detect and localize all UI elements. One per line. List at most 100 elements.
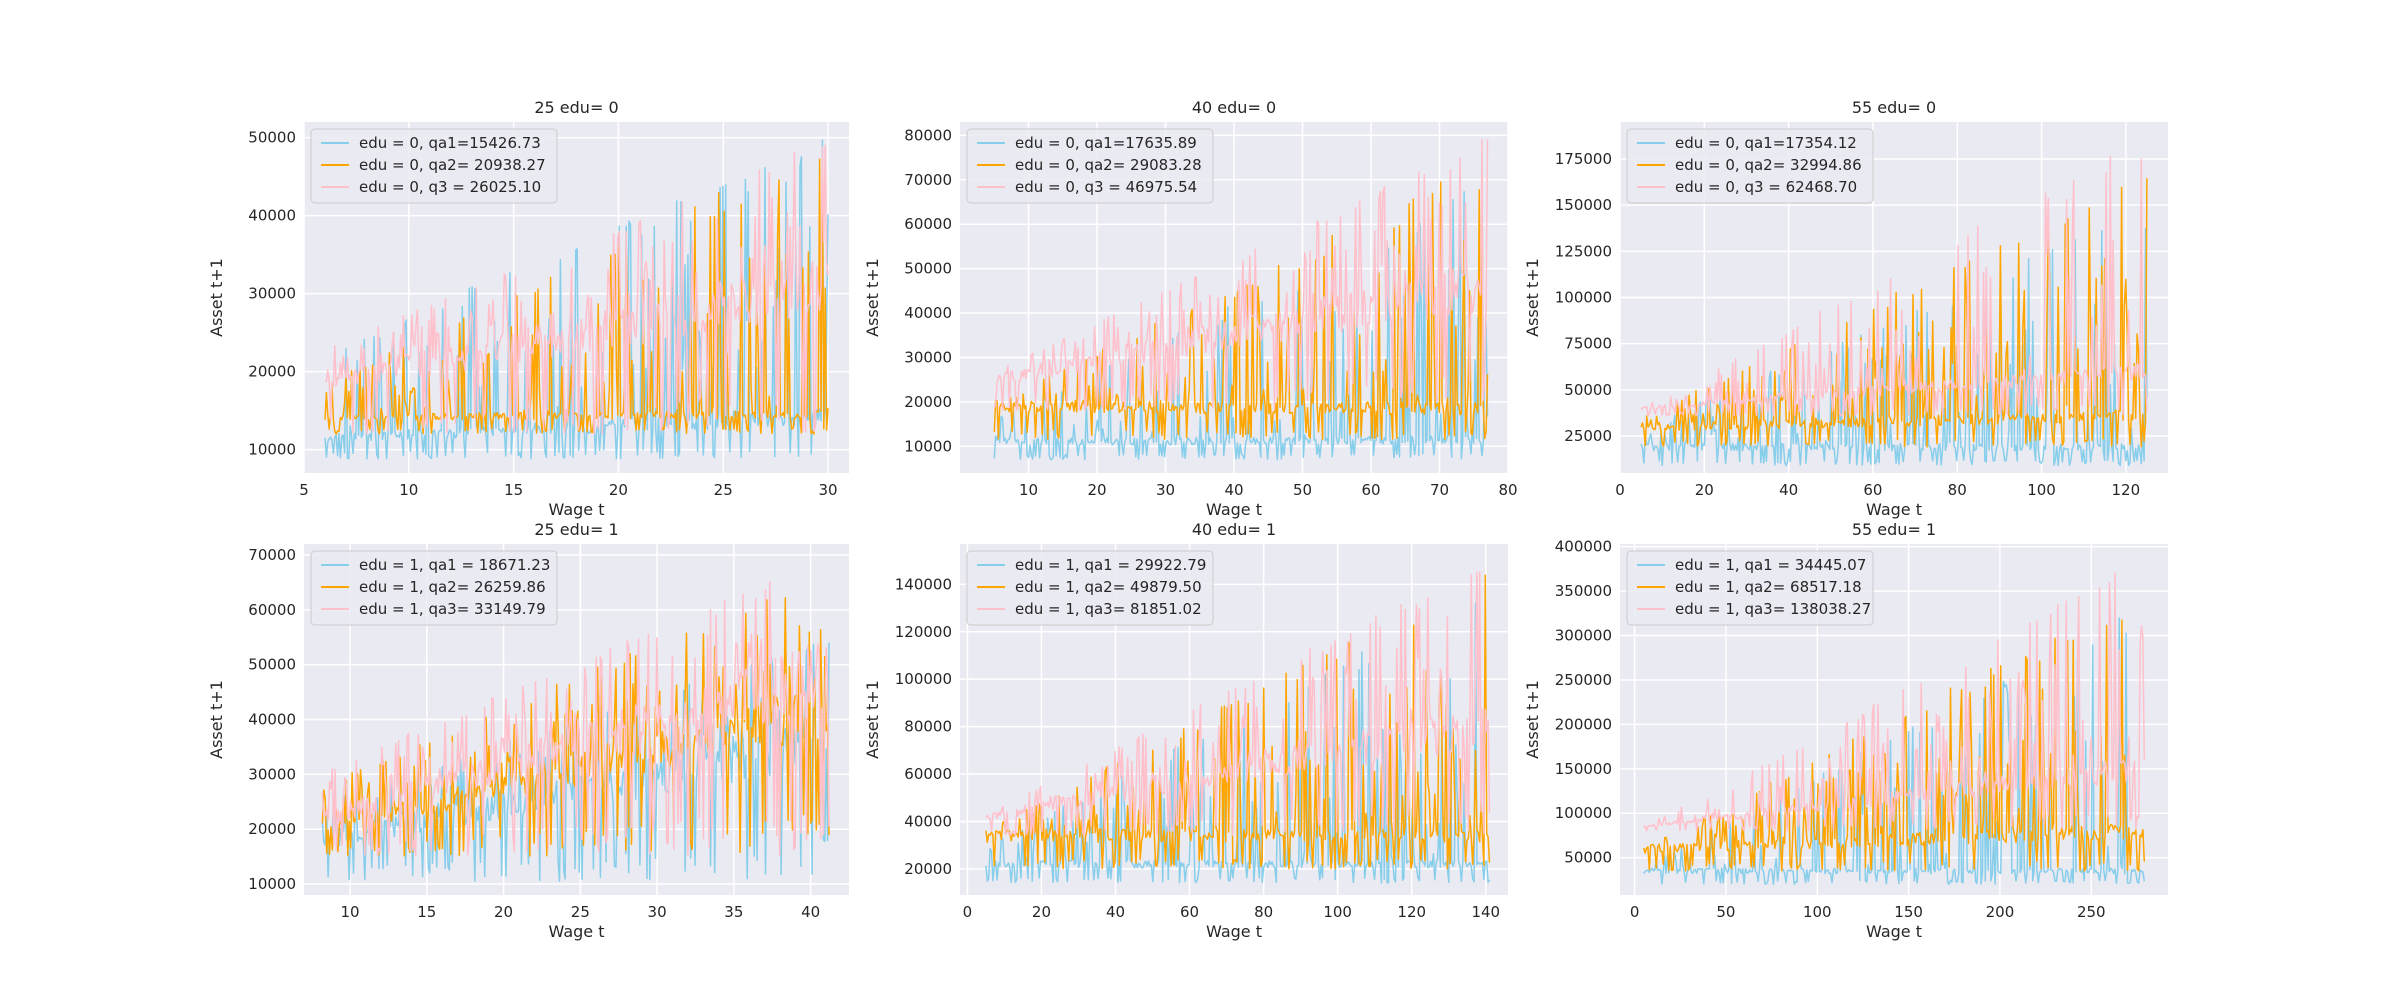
tick-labels: 10 15 20 25 30 35 40 10000 20000 30000 40000 50000 6…: [248, 546, 820, 921]
x-tick-label: 40: [1779, 481, 1798, 499]
legend-box: [966, 128, 1214, 204]
y-tick-label: 400000: [1555, 538, 1612, 556]
series-line-3: [321, 580, 830, 857]
tick-labels: 0 20 40 60 80 100 120 25000 50000 75000 100000 1250…: [1555, 150, 2140, 499]
subplot-5: 0 20 40 60 80 100 120 140 20000 40000 60000 80000 10…: [863, 520, 1508, 941]
x-tick-label: 80: [1254, 903, 1273, 921]
y-tick-label: 175000: [1555, 150, 1612, 168]
x-tick-label: 15: [504, 481, 523, 499]
x-tick-label: 40: [801, 903, 820, 921]
legend-box: [1626, 128, 1874, 204]
y-tick-label: 50000: [904, 260, 952, 278]
subplot-3: 0 20 40 60 80 100 120 25000 50000 75000 100000 1250…: [1523, 98, 2168, 519]
legend-label: edu = 0, qa2= 29083.28: [1015, 156, 1202, 174]
subplot-title: 55 edu= 1: [1852, 520, 1936, 539]
x-axis-label: Wage t: [1866, 500, 1922, 519]
series-line-2: [993, 170, 1489, 441]
y-tick-label: 50000: [1564, 381, 1612, 399]
legend-label: edu = 1, qa1 = 18671.23: [359, 556, 550, 574]
subplot-title: 25 edu= 1: [534, 520, 618, 539]
legend-label: edu = 1, qa3= 138038.27: [1675, 600, 1871, 618]
x-tick-label: 20: [494, 903, 513, 921]
x-tick-label: 35: [724, 903, 743, 921]
y-tick-label: 30000: [248, 285, 296, 303]
x-tick-label: 25: [714, 481, 733, 499]
x-tick-label: 0: [1615, 481, 1625, 499]
y-tick-label: 20000: [248, 363, 296, 381]
x-tick-label: 25: [571, 903, 590, 921]
legend-label: edu = 0, qa1=15426.73: [359, 134, 541, 152]
series-group: [1640, 155, 2148, 467]
y-tick-label: 200000: [1555, 715, 1612, 733]
subplot-6: 0 50 100 150 200 250 50000 100000 150000 200000 25…: [1523, 520, 2168, 941]
x-axis-label: Wage t: [549, 922, 605, 941]
y-tick-label: 30000: [248, 765, 296, 783]
y-tick-label: 50000: [248, 129, 296, 147]
y-tick-label: 80000: [904, 718, 952, 736]
y-tick-label: 10000: [248, 875, 296, 893]
series-line-3: [1640, 155, 2148, 417]
x-tick-label: 30: [1156, 481, 1175, 499]
x-tick-label: 60: [1863, 481, 1882, 499]
legend-label: edu = 0, q3 = 62468.70: [1675, 178, 1857, 196]
x-tick-label: 5: [299, 481, 309, 499]
x-tick-label: 100: [1323, 903, 1352, 921]
x-tick-label: 40: [1106, 903, 1125, 921]
legend: edu = 0, qa1=15426.73 edu = 0, qa2= 20938…: [310, 128, 558, 204]
series-group: [324, 139, 829, 460]
x-tick-label: 30: [648, 903, 667, 921]
y-tick-label: 250000: [1555, 671, 1612, 689]
legend-box: [1626, 550, 1874, 626]
x-tick-label: 100: [1803, 903, 1832, 921]
legend: edu = 1, qa1 = 29922.79 edu = 1, qa2= 498…: [966, 550, 1214, 626]
subplot-1: 5 10 15 20 25 30 10000 20000 30000 40000 50000 25 e…: [207, 98, 849, 519]
y-tick-label: 50000: [248, 656, 296, 674]
x-tick-label: 20: [1695, 481, 1714, 499]
x-tick-label: 100: [2027, 481, 2056, 499]
y-tick-label: 150000: [1555, 196, 1612, 214]
x-axis-label: Wage t: [1206, 922, 1262, 941]
y-axis-label: Asset t+1: [1523, 258, 1542, 337]
x-tick-label: 80: [1498, 481, 1517, 499]
y-tick-label: 140000: [895, 575, 952, 593]
subplot-title: 55 edu= 0: [1852, 98, 1936, 117]
series-group: [1642, 572, 2146, 885]
y-tick-label: 150000: [1555, 760, 1612, 778]
legend-label: edu = 0, qa1=17354.12: [1675, 134, 1857, 152]
legend: edu = 1, qa1 = 18671.23 edu = 1, qa2= 262…: [310, 550, 558, 626]
x-tick-label: 140: [1471, 903, 1500, 921]
series-line-3: [1643, 572, 2146, 832]
legend-label: edu = 1, qa3= 81851.02: [1015, 600, 1202, 618]
y-tick-label: 25000: [1564, 427, 1612, 445]
tick-labels: 10 20 30 40 50 60 70 80 10000 20000 30000 40000 5000…: [904, 126, 1517, 499]
legend-box: [310, 550, 558, 626]
legend-box: [310, 128, 558, 204]
legend-label: edu = 0, qa2= 32994.86: [1675, 156, 1862, 174]
legend-label: edu = 1, qa2= 49879.50: [1015, 578, 1202, 596]
legend-box: [966, 550, 1214, 626]
legend-label: edu = 0, q3 = 46975.54: [1015, 178, 1197, 196]
y-tick-label: 40000: [904, 812, 952, 830]
y-axis-label: Asset t+1: [207, 258, 226, 337]
y-tick-label: 30000: [904, 348, 952, 366]
x-tick-label: 250: [2077, 903, 2106, 921]
x-axis-label: Wage t: [549, 500, 605, 519]
x-tick-label: 60: [1361, 481, 1380, 499]
x-tick-label: 30: [818, 481, 837, 499]
x-tick-label: 15: [417, 903, 436, 921]
y-axis-label: Asset t+1: [863, 258, 882, 337]
legend: edu = 1, qa1 = 34445.07 edu = 1, qa2= 685…: [1626, 550, 1874, 626]
legend-label: edu = 1, qa2= 26259.86: [359, 578, 546, 596]
y-tick-label: 75000: [1564, 335, 1612, 353]
x-tick-label: 80: [1948, 481, 1967, 499]
y-axis-label: Asset t+1: [863, 680, 882, 759]
series-line-2: [985, 574, 1491, 870]
y-tick-label: 50000: [1564, 849, 1612, 867]
y-tick-label: 100000: [895, 670, 952, 688]
series-line-3: [985, 571, 1491, 837]
y-tick-label: 40000: [248, 711, 296, 729]
y-tick-label: 20000: [904, 393, 952, 411]
series-line-1: [1640, 227, 2148, 467]
legend: edu = 0, qa1=17635.89 edu = 0, qa2= 29083…: [966, 128, 1214, 204]
